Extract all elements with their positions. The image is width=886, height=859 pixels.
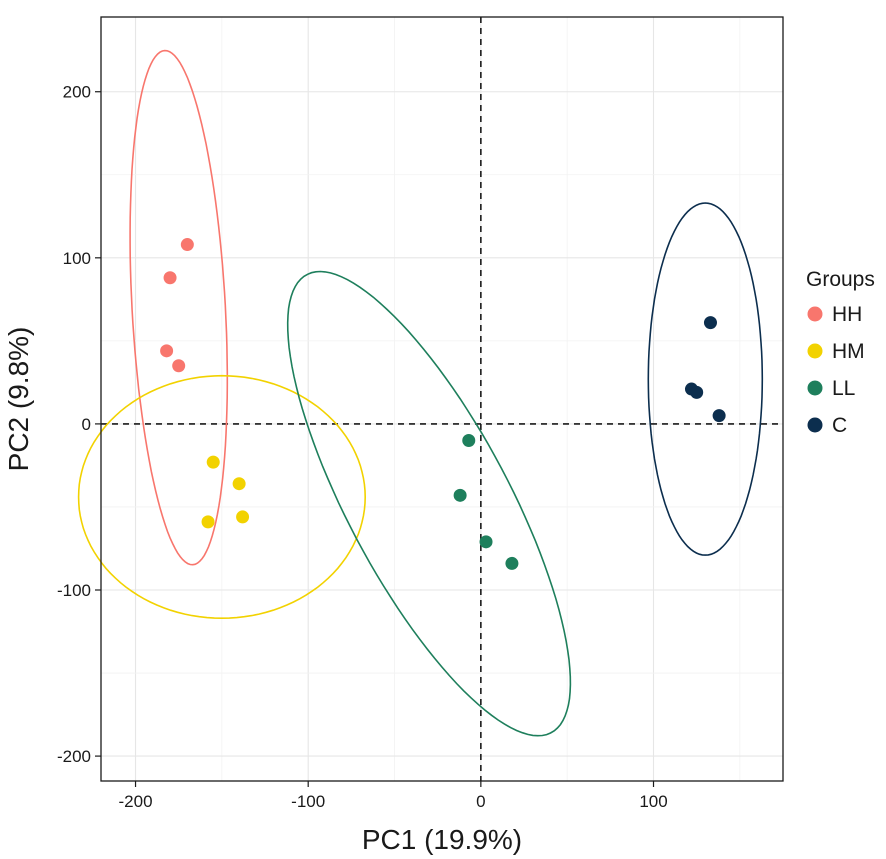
x-axis-title: PC1 (19.9%): [362, 824, 522, 855]
ellipse-hh: [129, 49, 229, 566]
legend-label-hm: HM: [832, 340, 865, 363]
point-ll-3: [479, 535, 493, 549]
x-tick-label: 100: [639, 792, 667, 811]
point-hh-3: [160, 344, 174, 358]
legend-label-ll: LL: [832, 377, 855, 400]
point-hm-4: [236, 510, 250, 524]
ellipse-c: [647, 202, 764, 556]
legend: Groups HH HM LL C: [806, 268, 875, 437]
y-tick-label: 200: [63, 83, 91, 102]
x-tick-label: -100: [291, 792, 325, 811]
x-tick-label: 0: [476, 792, 485, 811]
legend-label-c: C: [832, 414, 847, 437]
data-points: [160, 238, 726, 570]
y-axis-title: PC2 (9.8%): [3, 327, 34, 472]
point-ll-1: [462, 434, 476, 448]
legend-title: Groups: [806, 268, 875, 291]
point-hm-3: [201, 515, 215, 529]
legend-key-hh: [807, 306, 823, 322]
point-c-3: [690, 385, 704, 399]
point-hm-1: [206, 455, 220, 469]
x-axis-ticks: -200 -100 0 100: [119, 781, 668, 811]
y-tick-label: -200: [57, 747, 91, 766]
legend-key-c: [807, 417, 823, 433]
y-tick-label: 100: [63, 249, 91, 268]
point-hh-1: [180, 238, 194, 252]
legend-label-hh: HH: [832, 303, 862, 326]
point-c-4: [712, 409, 726, 423]
legend-key-ll: [807, 380, 823, 396]
point-ll-2: [453, 488, 467, 502]
ellipse-hm: [77, 374, 367, 620]
confidence-ellipses: [77, 49, 764, 737]
point-ll-4: [505, 556, 519, 570]
ellipse-ll: [286, 270, 572, 737]
x-tick-label: -200: [119, 792, 153, 811]
point-hh-2: [163, 271, 177, 285]
point-hm-2: [232, 477, 246, 491]
plot-panel-border: [100, 16, 784, 782]
point-c-1: [703, 316, 717, 330]
y-tick-label: 0: [82, 415, 91, 434]
y-axis-ticks: 200 100 0 -100 -200: [57, 83, 101, 766]
reference-lines: [101, 17, 783, 781]
legend-key-hm: [807, 343, 823, 359]
point-hh-4: [172, 359, 186, 373]
y-tick-label: -100: [57, 581, 91, 600]
